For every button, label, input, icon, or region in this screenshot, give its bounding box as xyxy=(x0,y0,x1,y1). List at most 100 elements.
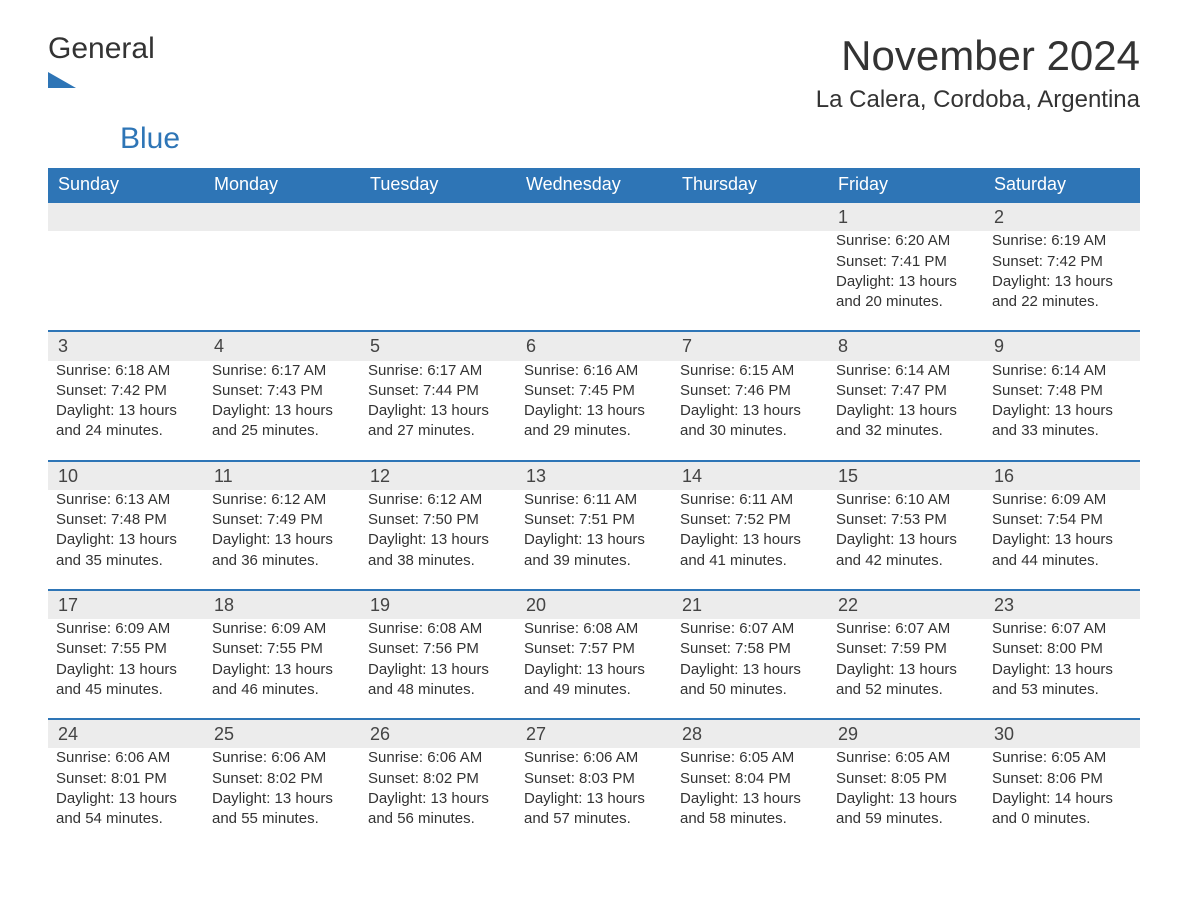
sunrise-text: Sunrise: 6:13 AM xyxy=(56,490,196,510)
day-detail-cell xyxy=(672,231,828,331)
logo: General Blue xyxy=(48,32,180,156)
day2-text: and 29 minutes. xyxy=(524,421,664,441)
day-number: 25 xyxy=(214,724,234,744)
sunset-text: Sunset: 7:48 PM xyxy=(56,510,196,530)
day-number: 18 xyxy=(214,595,234,615)
day-number-cell: 7 xyxy=(672,331,828,360)
sunset-text: Sunset: 7:51 PM xyxy=(524,510,664,530)
sunrise-text: Sunrise: 6:12 AM xyxy=(368,490,508,510)
sunrise-text: Sunrise: 6:18 AM xyxy=(56,361,196,381)
sunset-text: Sunset: 7:41 PM xyxy=(836,252,976,272)
sunset-text: Sunset: 7:52 PM xyxy=(680,510,820,530)
logo-text-blue: Blue xyxy=(120,122,180,155)
sunset-text: Sunset: 7:46 PM xyxy=(680,381,820,401)
day2-text: and 36 minutes. xyxy=(212,551,352,571)
sunrise-text: Sunrise: 6:06 AM xyxy=(56,748,196,768)
day-detail-cell: Sunrise: 6:08 AMSunset: 7:56 PMDaylight:… xyxy=(360,619,516,719)
day-number: 30 xyxy=(994,724,1014,744)
sunset-text: Sunset: 7:42 PM xyxy=(56,381,196,401)
day1-text: Daylight: 13 hours xyxy=(368,660,508,680)
day-number-cell: 9 xyxy=(984,331,1140,360)
day2-text: and 52 minutes. xyxy=(836,680,976,700)
sunrise-text: Sunrise: 6:10 AM xyxy=(836,490,976,510)
sunrise-text: Sunrise: 6:07 AM xyxy=(836,619,976,639)
day-number-cell xyxy=(48,202,204,231)
logo-text-general: General xyxy=(48,32,155,65)
day1-text: Daylight: 13 hours xyxy=(56,660,196,680)
day2-text: and 35 minutes. xyxy=(56,551,196,571)
day-detail-cell: Sunrise: 6:06 AMSunset: 8:02 PMDaylight:… xyxy=(360,748,516,847)
day-header: Friday xyxy=(828,168,984,202)
day-number-cell: 19 xyxy=(360,590,516,619)
sunrise-text: Sunrise: 6:12 AM xyxy=(212,490,352,510)
day1-text: Daylight: 13 hours xyxy=(524,401,664,421)
day-number: 17 xyxy=(58,595,78,615)
day-number: 21 xyxy=(682,595,702,615)
day-number-cell: 24 xyxy=(48,719,204,748)
day1-text: Daylight: 13 hours xyxy=(836,789,976,809)
day2-text: and 22 minutes. xyxy=(992,292,1132,312)
sunrise-text: Sunrise: 6:14 AM xyxy=(992,361,1132,381)
day1-text: Daylight: 13 hours xyxy=(524,789,664,809)
sunset-text: Sunset: 7:42 PM xyxy=(992,252,1132,272)
day2-text: and 59 minutes. xyxy=(836,809,976,829)
day1-text: Daylight: 13 hours xyxy=(992,660,1132,680)
day1-text: Daylight: 13 hours xyxy=(212,660,352,680)
day-number-cell: 15 xyxy=(828,461,984,490)
week-body-row: Sunrise: 6:20 AMSunset: 7:41 PMDaylight:… xyxy=(48,231,1140,331)
sunrise-text: Sunrise: 6:08 AM xyxy=(524,619,664,639)
day-detail-cell: Sunrise: 6:09 AMSunset: 7:55 PMDaylight:… xyxy=(48,619,204,719)
sunset-text: Sunset: 8:06 PM xyxy=(992,769,1132,789)
day-number: 24 xyxy=(58,724,78,744)
sunrise-text: Sunrise: 6:14 AM xyxy=(836,361,976,381)
day-detail-cell: Sunrise: 6:18 AMSunset: 7:42 PMDaylight:… xyxy=(48,361,204,461)
sunset-text: Sunset: 7:59 PM xyxy=(836,639,976,659)
day-number-row: 17181920212223 xyxy=(48,590,1140,619)
day-number: 11 xyxy=(214,466,233,486)
day2-text: and 48 minutes. xyxy=(368,680,508,700)
sunrise-text: Sunrise: 6:06 AM xyxy=(212,748,352,768)
day-detail-cell: Sunrise: 6:05 AMSunset: 8:04 PMDaylight:… xyxy=(672,748,828,847)
day-number-row: 3456789 xyxy=(48,331,1140,360)
sunset-text: Sunset: 8:02 PM xyxy=(212,769,352,789)
day-number: 10 xyxy=(58,466,78,486)
sunrise-text: Sunrise: 6:07 AM xyxy=(992,619,1132,639)
sunset-text: Sunset: 7:55 PM xyxy=(212,639,352,659)
sunset-text: Sunset: 7:50 PM xyxy=(368,510,508,530)
day-number-row: 12 xyxy=(48,202,1140,231)
sunrise-text: Sunrise: 6:09 AM xyxy=(992,490,1132,510)
day2-text: and 50 minutes. xyxy=(680,680,820,700)
day-number-cell: 3 xyxy=(48,331,204,360)
day-number: 1 xyxy=(838,207,848,227)
day-number-cell: 25 xyxy=(204,719,360,748)
day1-text: Daylight: 13 hours xyxy=(524,660,664,680)
sunrise-text: Sunrise: 6:11 AM xyxy=(524,490,664,510)
day-number-cell: 22 xyxy=(828,590,984,619)
day2-text: and 32 minutes. xyxy=(836,421,976,441)
day1-text: Daylight: 13 hours xyxy=(56,401,196,421)
day1-text: Daylight: 13 hours xyxy=(836,660,976,680)
day2-text: and 46 minutes. xyxy=(212,680,352,700)
day-detail-cell: Sunrise: 6:13 AMSunset: 7:48 PMDaylight:… xyxy=(48,490,204,590)
day2-text: and 54 minutes. xyxy=(56,809,196,829)
day-number-cell: 8 xyxy=(828,331,984,360)
location: La Calera, Cordoba, Argentina xyxy=(816,86,1140,114)
sunset-text: Sunset: 7:44 PM xyxy=(368,381,508,401)
day2-text: and 38 minutes. xyxy=(368,551,508,571)
day-number-cell: 29 xyxy=(828,719,984,748)
title-block: November 2024 La Calera, Cordoba, Argent… xyxy=(816,32,1140,114)
day-detail-cell: Sunrise: 6:09 AMSunset: 7:55 PMDaylight:… xyxy=(204,619,360,719)
day1-text: Daylight: 14 hours xyxy=(992,789,1132,809)
day-detail-cell: Sunrise: 6:14 AMSunset: 7:48 PMDaylight:… xyxy=(984,361,1140,461)
day2-text: and 42 minutes. xyxy=(836,551,976,571)
day-number-cell: 12 xyxy=(360,461,516,490)
day-detail-cell: Sunrise: 6:05 AMSunset: 8:06 PMDaylight:… xyxy=(984,748,1140,847)
logo-text: General Blue xyxy=(48,32,180,156)
day-detail-cell: Sunrise: 6:17 AMSunset: 7:43 PMDaylight:… xyxy=(204,361,360,461)
day2-text: and 20 minutes. xyxy=(836,292,976,312)
week-body-row: Sunrise: 6:18 AMSunset: 7:42 PMDaylight:… xyxy=(48,361,1140,461)
day2-text: and 25 minutes. xyxy=(212,421,352,441)
day1-text: Daylight: 13 hours xyxy=(212,401,352,421)
day-number: 3 xyxy=(58,336,68,356)
day-number: 4 xyxy=(214,336,224,356)
